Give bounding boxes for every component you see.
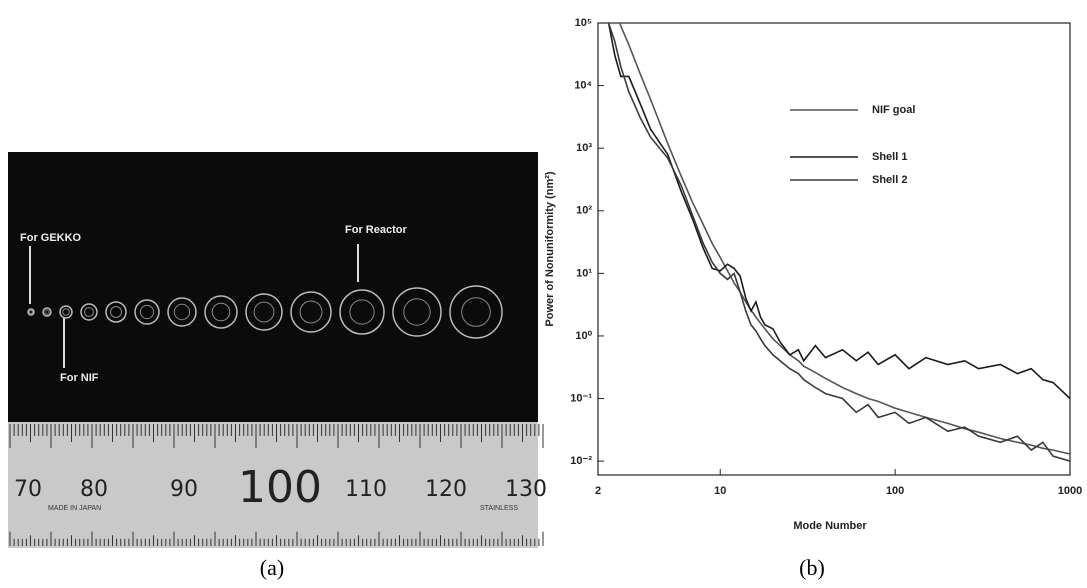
shell bbox=[339, 289, 385, 335]
shell bbox=[134, 299, 160, 325]
photo-label: For NIF bbox=[60, 372, 99, 384]
series-line bbox=[607, 23, 1070, 400]
series-line bbox=[618, 23, 1070, 455]
x-tick-label: 100 bbox=[886, 485, 904, 497]
x-tick-label: 10 bbox=[714, 485, 726, 497]
plot-frame bbox=[597, 22, 1071, 476]
ruler-number: 100 bbox=[238, 462, 322, 513]
y-tick-label: 10⁻¹ bbox=[570, 392, 592, 404]
ruler-number: 70 bbox=[14, 477, 42, 502]
shell bbox=[204, 295, 238, 329]
shell-core bbox=[461, 297, 491, 327]
ruler bbox=[8, 422, 538, 548]
y-tick-label: 10¹ bbox=[576, 267, 592, 279]
ruler-number: 80 bbox=[80, 477, 108, 502]
ruler-number: 120 bbox=[425, 477, 467, 502]
ruler-number: 90 bbox=[170, 477, 198, 502]
shell-core bbox=[62, 308, 70, 316]
x-tick-label: 1000 bbox=[1058, 485, 1082, 497]
shell-core bbox=[211, 302, 231, 322]
photo-background bbox=[8, 152, 538, 422]
shell bbox=[167, 297, 197, 327]
caption: (b) bbox=[799, 555, 825, 580]
shell-core bbox=[349, 299, 375, 325]
shells bbox=[27, 285, 503, 339]
legend-label: Shell 1 bbox=[872, 151, 907, 163]
series-line bbox=[607, 23, 1070, 462]
shell bbox=[42, 307, 52, 317]
shell-core bbox=[139, 304, 155, 320]
y-axis-title: Power of Nonuniformity (nm²) bbox=[544, 171, 556, 327]
y-tick-label: 10⁻² bbox=[570, 455, 592, 467]
y-tick-label: 10² bbox=[576, 205, 592, 217]
shell-core bbox=[253, 301, 275, 323]
shell bbox=[59, 305, 73, 319]
ruler-mark: STAINLESS bbox=[480, 505, 518, 512]
x-tick-label: 2 bbox=[595, 485, 601, 497]
caption: (a) bbox=[260, 555, 284, 580]
shell bbox=[392, 287, 442, 337]
ruler-number: 130 bbox=[505, 477, 547, 502]
shell-core bbox=[110, 306, 122, 318]
y-tick-label: 10⁵ bbox=[575, 17, 592, 29]
ruler-number: 110 bbox=[345, 477, 387, 502]
legend-label: NIF goal bbox=[872, 104, 915, 116]
y-tick-label: 10³ bbox=[576, 142, 592, 154]
y-tick-label: 10⁰ bbox=[575, 330, 592, 342]
ruler-mark: MADE IN JAPAN bbox=[48, 505, 101, 512]
photo-label: For GEKKO bbox=[20, 232, 82, 244]
shell-core bbox=[28, 309, 34, 315]
plot-lines bbox=[607, 23, 1070, 462]
x-axis-title: Mode Number bbox=[793, 520, 867, 532]
shell-core bbox=[44, 309, 50, 315]
legend-label: Shell 2 bbox=[872, 174, 907, 186]
ruler-ticks bbox=[9, 424, 544, 546]
shell bbox=[290, 291, 332, 333]
shell bbox=[449, 285, 503, 339]
shell-core bbox=[173, 303, 191, 321]
photo: For GEKKO For NIF For Reactor 70 80 90 1… bbox=[8, 152, 547, 548]
shell-core bbox=[403, 298, 431, 326]
y-tick-label: 10⁴ bbox=[574, 79, 592, 91]
shell-core bbox=[299, 300, 323, 324]
shell bbox=[245, 293, 283, 331]
shell bbox=[105, 301, 127, 323]
photo-label: For Reactor bbox=[345, 224, 407, 236]
shell bbox=[27, 308, 35, 316]
shell-core bbox=[84, 307, 94, 317]
shell bbox=[80, 303, 98, 321]
